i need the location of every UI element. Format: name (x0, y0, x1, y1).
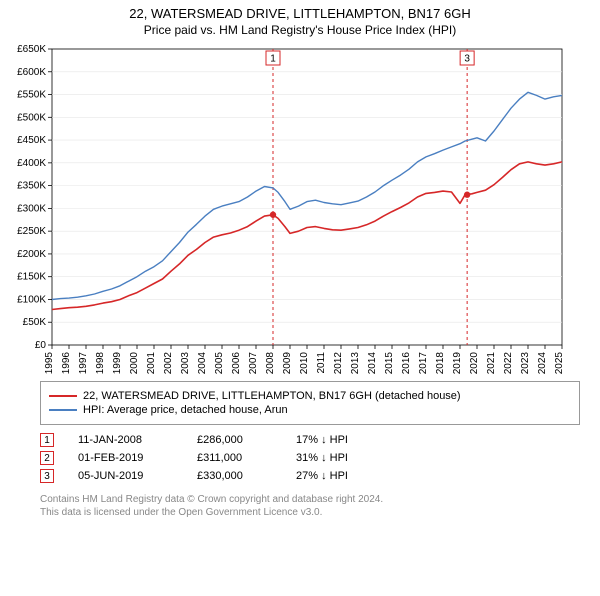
data-point-row: 1 11-JAN-2008 £286,000 17% ↓ HPI (40, 433, 580, 447)
y-tick-label: £150K (17, 272, 46, 283)
x-tick-label: 2009 (282, 352, 293, 375)
x-tick-label: 1998 (95, 352, 106, 375)
chart-area: £0 £50K £100K £150K £200K £250K £300K £350K £400… (10, 45, 590, 375)
data-point-price: £311,000 (197, 452, 272, 464)
legend-item: 22, WATERSMEAD DRIVE, LITTLEHAMPTON, BN1… (49, 390, 571, 402)
x-tick-label: 1996 (61, 352, 72, 375)
y-tick-label: £300K (17, 203, 46, 214)
x-tick-label: 2018 (435, 352, 446, 375)
x-tick-label: 2025 (554, 352, 565, 375)
footer-line-2: This data is licensed under the Open Gov… (40, 506, 580, 519)
chart-svg: £0 £50K £100K £150K £200K £250K £300K £350K £400… (10, 45, 570, 375)
x-tick-label: 1999 (112, 352, 123, 375)
legend-swatch (49, 395, 77, 397)
x-tick-label: 2016 (401, 352, 412, 375)
x-tick-label: 2020 (469, 352, 480, 375)
footer-line-1: Contains HM Land Registry data © Crown c… (40, 493, 580, 506)
data-point-diff: 31% ↓ HPI (296, 452, 348, 464)
x-tick-label: 2005 (214, 352, 225, 375)
y-tick-label: £650K (17, 45, 46, 55)
x-tick-label: 2023 (520, 352, 531, 375)
data-point-marker: 2 (40, 451, 54, 465)
y-tick-label: £550K (17, 90, 46, 101)
x-tick-label: 2002 (163, 352, 174, 375)
x-tick-label: 2010 (299, 352, 310, 375)
data-point-date: 11-JAN-2008 (78, 434, 173, 446)
data-point-price: £330,000 (197, 470, 272, 482)
x-tick-label: 1997 (78, 352, 89, 375)
data-point-row: 2 01-FEB-2019 £311,000 31% ↓ HPI (40, 451, 580, 465)
x-tick-label: 2015 (384, 352, 395, 375)
x-tick-label: 2017 (418, 352, 429, 375)
legend-label: 22, WATERSMEAD DRIVE, LITTLEHAMPTON, BN1… (83, 390, 461, 402)
x-tick-label: 2003 (180, 352, 191, 375)
x-tick-label: 2019 (452, 352, 463, 375)
y-tick-label: £500K (17, 112, 46, 123)
x-tick-label: 2012 (333, 352, 344, 375)
x-tick-label: 2021 (486, 352, 497, 375)
x-tick-label: 2001 (146, 352, 157, 375)
x-tick-label: 2000 (129, 352, 140, 375)
data-point-price: £286,000 (197, 434, 272, 446)
x-tick-label: 2007 (248, 352, 259, 375)
x-tick-label: 1995 (44, 352, 55, 375)
y-tick-label: £0 (35, 340, 47, 351)
x-tick-label: 2024 (537, 352, 548, 375)
x-tick-label: 2022 (503, 352, 514, 375)
chart-subtitle: Price paid vs. HM Land Registry's House … (0, 23, 600, 37)
data-point-date: 01-FEB-2019 (78, 452, 173, 464)
chart-marker-label: 3 (464, 54, 470, 65)
x-tick-label: 2011 (316, 352, 327, 374)
x-tick-label: 2006 (231, 352, 242, 375)
y-tick-label: £100K (17, 294, 46, 305)
data-point-marker: 3 (40, 469, 54, 483)
footer-attribution: Contains HM Land Registry data © Crown c… (40, 493, 580, 519)
legend: 22, WATERSMEAD DRIVE, LITTLEHAMPTON, BN1… (40, 381, 580, 425)
y-tick-label: £200K (17, 249, 46, 260)
y-tick-label: £250K (17, 226, 46, 237)
x-tick-label: 2004 (197, 352, 208, 375)
data-point-diff: 27% ↓ HPI (296, 470, 348, 482)
y-tick-label: £400K (17, 158, 46, 169)
x-tick-label: 2013 (350, 352, 361, 375)
y-tick-label: £350K (17, 181, 46, 192)
x-tick-label: 2014 (367, 352, 378, 375)
legend-label: HPI: Average price, detached house, Arun (83, 404, 288, 416)
data-point-date: 05-JUN-2019 (78, 470, 173, 482)
chart-title: 22, WATERSMEAD DRIVE, LITTLEHAMPTON, BN1… (0, 6, 600, 21)
y-tick-label: £450K (17, 135, 46, 146)
legend-swatch (49, 409, 77, 411)
data-points-table: 1 11-JAN-2008 £286,000 17% ↓ HPI 2 01-FEB-201… (40, 433, 580, 483)
data-point-row: 3 05-JUN-2019 £330,000 27% ↓ HPI (40, 469, 580, 483)
data-point-diff: 17% ↓ HPI (296, 434, 348, 446)
x-tick-label: 2008 (265, 352, 276, 375)
y-tick-label: £50K (23, 317, 47, 328)
data-point-marker: 1 (40, 433, 54, 447)
chart-marker-label: 1 (270, 54, 276, 65)
legend-item: HPI: Average price, detached house, Arun (49, 404, 571, 416)
y-tick-label: £600K (17, 67, 46, 78)
